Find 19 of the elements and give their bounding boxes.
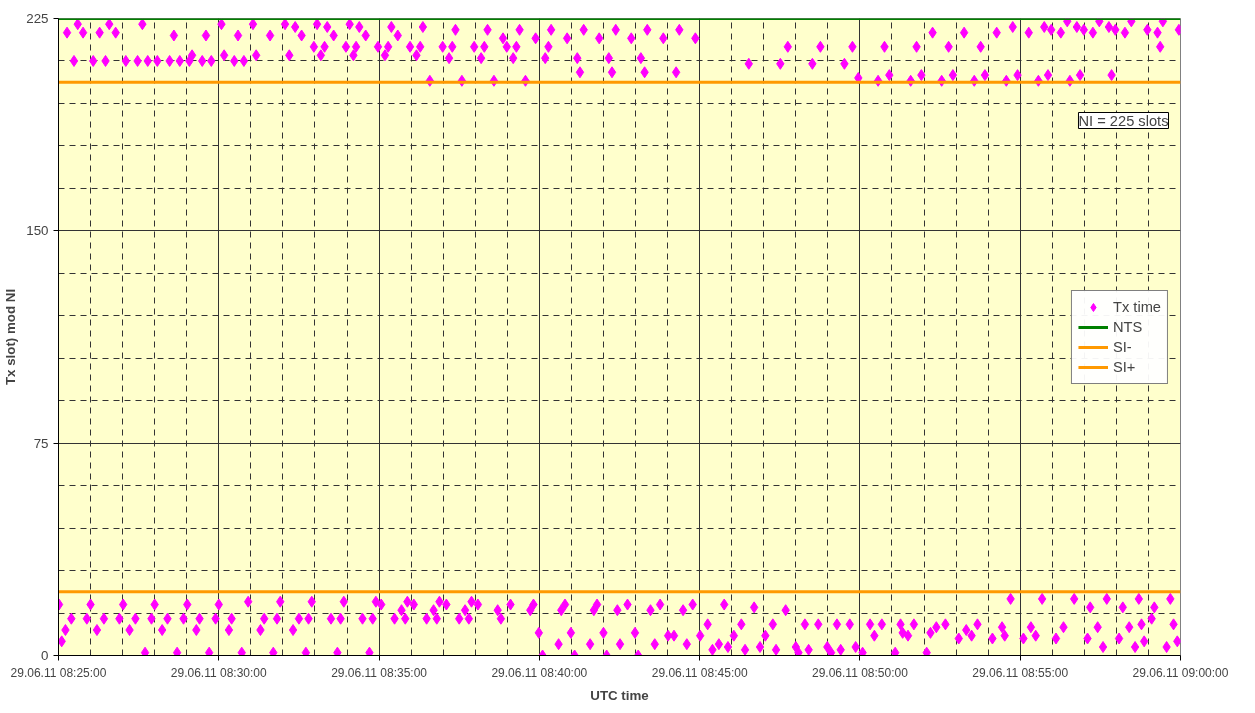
y-tick-label: 225: [26, 11, 49, 26]
legend-label: NTS: [1112, 318, 1143, 335]
x-tick-label: 29.06.11 08:35:00: [331, 665, 428, 680]
x-tick-label: 29.06.11 08:40:00: [491, 665, 588, 680]
x-axis-title: UTC time: [590, 687, 649, 703]
legend-label: SI+: [1112, 358, 1136, 375]
x-tick-label: 29.06.11 08:25:00: [10, 665, 107, 680]
legend-label: SI-: [1112, 338, 1133, 355]
y-tick-label: 150: [26, 223, 49, 239]
legend-label: Tx time: [1112, 298, 1161, 315]
y-axis-title: Tx slot) mod NI: [3, 288, 19, 386]
x-tick-label: 29.06.11 08:45:00: [651, 665, 748, 680]
x-tick-label: 29.06.11 08:50:00: [812, 665, 909, 680]
x-tick-label: 29.06.11 09:00:00: [1132, 665, 1229, 680]
y-tick-label: 75: [33, 435, 49, 451]
annotation: NI = 225 slots: [1078, 112, 1169, 129]
x-tick-label: 29.06.11 08:30:00: [170, 665, 268, 680]
y-tick-label: 0: [41, 648, 49, 663]
x-tick-label: 29.06.11 08:55:00: [972, 665, 1069, 680]
